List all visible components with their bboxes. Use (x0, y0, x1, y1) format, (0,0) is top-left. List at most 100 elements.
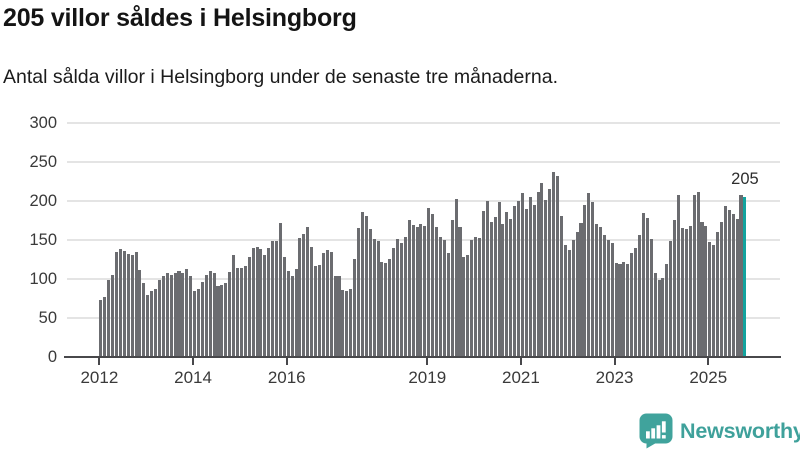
bar (99, 299, 103, 357)
bar (548, 188, 552, 357)
bar (458, 227, 462, 357)
x-axis-label: 2012 (80, 368, 119, 387)
y-axis-label: 200 (29, 192, 57, 211)
bar (723, 205, 727, 357)
bar (700, 221, 704, 357)
bar (427, 207, 431, 357)
bar (193, 291, 197, 357)
bar (591, 201, 595, 357)
bar (540, 183, 544, 357)
bar (321, 253, 325, 357)
bar (489, 221, 493, 357)
bar (415, 227, 419, 357)
bar (177, 270, 181, 357)
bar (364, 215, 368, 357)
bar (692, 194, 696, 357)
bar (329, 252, 333, 357)
bar (638, 235, 642, 357)
bar (438, 236, 442, 357)
page-title: 205 villor såldes i Helsingborg (3, 4, 357, 32)
x-axis-label: 2016 (267, 368, 306, 387)
bar (544, 200, 548, 357)
bar (719, 221, 724, 357)
bar (306, 227, 310, 357)
y-axis-label: 50 (38, 308, 57, 327)
bar (345, 291, 349, 357)
bar (657, 280, 661, 357)
bar (173, 272, 177, 357)
bar (575, 232, 579, 357)
bar (587, 193, 591, 357)
bar (189, 275, 193, 357)
bar (224, 283, 228, 357)
bar (337, 276, 341, 357)
bar (649, 239, 653, 357)
bar (505, 211, 509, 357)
bar (333, 276, 337, 357)
bar (247, 256, 251, 357)
bar (154, 288, 158, 357)
bar (239, 267, 243, 357)
bar (606, 239, 610, 357)
bar (286, 270, 290, 357)
bar (126, 253, 130, 357)
bar (559, 215, 563, 357)
bar (403, 236, 407, 357)
bar (497, 201, 501, 357)
highlight-value-label: 205 (731, 170, 759, 189)
bar (454, 198, 458, 357)
bar (356, 228, 361, 357)
bar (727, 210, 731, 357)
bar (146, 295, 150, 357)
bar (107, 280, 111, 357)
bar (524, 208, 528, 357)
bar (294, 268, 298, 357)
bar (735, 218, 739, 357)
bar (376, 241, 380, 357)
x-axis-tick (707, 358, 710, 365)
bar (493, 216, 497, 357)
bar (208, 270, 212, 357)
x-axis-tick (192, 358, 195, 365)
bar (431, 214, 435, 357)
bar (185, 268, 189, 357)
bar (298, 238, 302, 357)
bar (263, 254, 267, 357)
bar (645, 218, 649, 357)
bar (122, 250, 126, 357)
bar (130, 254, 134, 357)
bar (220, 284, 224, 357)
bar (325, 249, 329, 357)
bar (450, 220, 454, 357)
bar (228, 271, 232, 357)
bar (435, 226, 439, 357)
bar (708, 242, 712, 357)
x-axis-tick (98, 358, 101, 365)
x-axis-label: 2025 (689, 368, 728, 387)
bar (556, 176, 560, 357)
bar (680, 228, 684, 357)
bar (419, 223, 423, 357)
bar (181, 273, 185, 357)
bar (259, 249, 263, 357)
bar (396, 239, 400, 357)
bar (614, 263, 618, 357)
bar (677, 194, 681, 357)
bar (255, 246, 259, 357)
bar (236, 267, 240, 357)
bar (118, 249, 122, 357)
bar (598, 227, 603, 357)
bar (442, 239, 446, 357)
y-axis-label: 100 (29, 269, 57, 288)
bar (673, 220, 677, 357)
bar (563, 245, 567, 357)
x-axis-line (64, 355, 781, 358)
bar (618, 263, 622, 357)
newsworthy-logo: Newsworthy (639, 413, 800, 449)
bar (103, 297, 107, 357)
gridline-250 (67, 161, 780, 164)
bar (360, 211, 364, 357)
gridline-300 (67, 122, 780, 125)
bar (481, 211, 485, 357)
